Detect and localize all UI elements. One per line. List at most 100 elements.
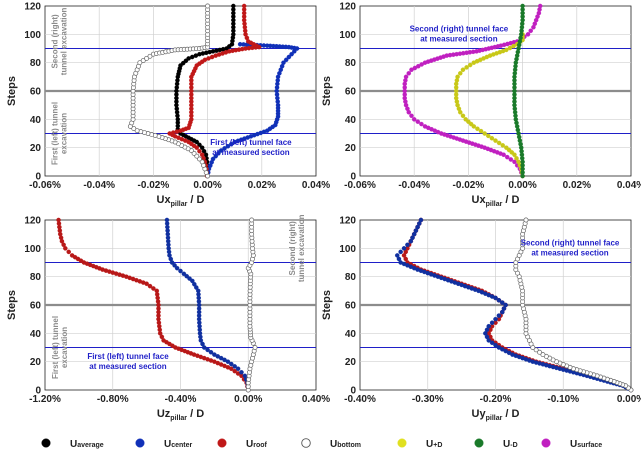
data-point [196, 288, 201, 294]
y-tick-label: 20 [345, 357, 357, 368]
data-point [252, 345, 258, 350]
data-point [504, 154, 510, 160]
data-point [460, 67, 466, 73]
y-tick-label: 100 [339, 244, 356, 255]
y-tick-label: 0 [350, 386, 356, 397]
data-point [395, 253, 400, 258]
data-point [174, 265, 180, 271]
y-axis-label: Steps [6, 290, 18, 320]
data-point [283, 57, 289, 63]
y-tick-label: 80 [30, 58, 42, 69]
legend-label: Ubottom [330, 439, 361, 450]
data-point [489, 320, 495, 325]
annotation-line-2: at measured section [531, 249, 608, 258]
x-tick-label: 0.40% [302, 394, 330, 405]
data-point [401, 246, 407, 251]
series-ucenter [164, 217, 251, 393]
series-ubottom [513, 217, 634, 393]
data-point [222, 146, 227, 151]
data-point [208, 349, 214, 355]
data-point [411, 117, 417, 122]
annotation-line-1: Second (right) tunnel face [410, 25, 509, 34]
data-point [286, 54, 292, 60]
data-point [199, 152, 205, 157]
series-ucenter [205, 42, 300, 179]
data-point [500, 300, 505, 305]
data-point [508, 157, 514, 162]
chart-panel-4: -0.40% -0.30% -0.20% -0.10% 0.00% 0 20 40 60 80 10… [321, 216, 641, 423]
y-tick-label: 20 [345, 143, 357, 154]
legend-label: U-D [503, 439, 518, 450]
data-point [241, 3, 247, 9]
data-point [537, 349, 542, 355]
series-ubottom [245, 217, 258, 393]
legend-label: Uaverage [70, 439, 104, 450]
data-point [134, 128, 140, 134]
annotation: First (left) tunnel excavation [51, 316, 69, 379]
y-axis-label: Steps [321, 290, 333, 320]
data-point [178, 268, 183, 274]
data-point [475, 126, 480, 132]
x-tick-label: 0.02% [248, 180, 276, 191]
data-point [406, 71, 412, 76]
annotation-line-1: Second (right) [50, 14, 59, 69]
data-point [493, 138, 498, 143]
x-tick-label: -0.40% [344, 394, 376, 405]
data-point [56, 217, 61, 223]
x-tick-label: 0.00% [617, 394, 641, 405]
data-point [478, 128, 484, 134]
series-usurface [402, 3, 543, 179]
x-tick-label: 0.04% [302, 180, 330, 191]
data-point [213, 153, 218, 159]
data-point [525, 32, 531, 37]
y-tick-label: 100 [24, 30, 41, 41]
y-tick-label: 0 [35, 172, 41, 183]
y-axis-label: Steps [6, 76, 18, 106]
data-point [482, 131, 487, 136]
data-point [201, 148, 207, 154]
y-tick-label: 60 [345, 301, 357, 312]
data-point [140, 58, 146, 63]
data-point [172, 263, 177, 268]
x-tick-label: -0.06% [344, 180, 376, 191]
data-point [181, 271, 187, 277]
data-point [486, 323, 491, 329]
data-point [229, 361, 234, 367]
y-tick-label: 80 [345, 272, 357, 283]
data-point [197, 142, 202, 148]
annotation: Second (right) tunnel excavation [50, 8, 68, 76]
legend-label: Usurface [570, 439, 602, 450]
annotation-line-2: tunnel excavation [59, 8, 68, 76]
annotation-line-2: at measured section [89, 362, 166, 371]
data-point [463, 117, 468, 122]
x-axis-label: Uzpillar / D [157, 408, 204, 422]
y-tick-label: 60 [30, 301, 42, 312]
x-tick-label: -1.20% [29, 394, 61, 405]
data-point [194, 285, 199, 290]
data-point [218, 148, 224, 153]
y-axis-label: Steps [321, 76, 333, 106]
data-point [66, 249, 71, 255]
data-point [205, 3, 211, 9]
legend-marker [474, 438, 484, 448]
y-tick-label: 100 [24, 244, 41, 255]
x-axis-label: Uypillar / D [472, 408, 520, 422]
data-point [192, 281, 197, 287]
legend-marker [397, 438, 407, 448]
x-tick-label: -0.06% [29, 180, 61, 191]
data-point [164, 217, 170, 223]
data-point [137, 60, 143, 66]
x-tick-label: -0.02% [138, 180, 170, 191]
data-point [514, 156, 519, 161]
y-tick-label: 0 [350, 172, 356, 183]
data-point [210, 156, 216, 162]
series-ubottom [127, 3, 211, 179]
data-point [398, 249, 403, 255]
data-point [216, 151, 221, 156]
data-point [237, 42, 243, 47]
data-point [242, 373, 248, 379]
data-point [540, 352, 546, 358]
data-point [231, 3, 236, 9]
data-point [493, 342, 498, 348]
data-point [489, 135, 495, 141]
